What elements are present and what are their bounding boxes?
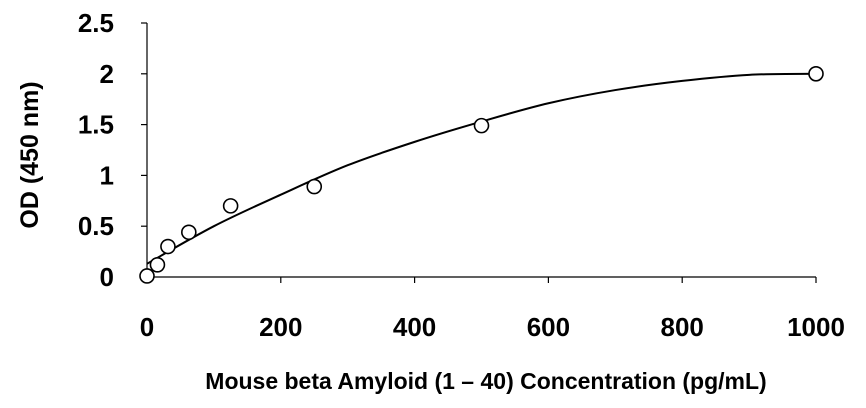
x-tick-label: 200 <box>259 312 302 342</box>
x-tick-label: 400 <box>393 312 436 342</box>
y-tick-label: 1.5 <box>78 110 114 140</box>
y-axis-title: OD (450 nm) <box>16 81 44 228</box>
y-tick-label: 0 <box>100 262 114 292</box>
data-point <box>160 238 176 255</box>
data-point <box>473 117 490 134</box>
fit-curve <box>146 72 817 265</box>
x-tick-label: 0 <box>140 312 154 342</box>
data-points <box>139 66 824 284</box>
x-tick-label: 600 <box>527 312 570 342</box>
y-tick-label: 2.5 <box>78 8 114 38</box>
data-point <box>181 224 197 241</box>
x-axis-title: Mouse beta Amyloid (1 – 40) Concentratio… <box>205 368 766 394</box>
data-point <box>808 66 824 82</box>
data-point <box>306 178 323 195</box>
y-tick-label: 1 <box>100 160 114 190</box>
y-tick-label: 2 <box>100 59 114 89</box>
data-point <box>139 268 155 284</box>
x-axis-ticks: 0 200 400 600 800 1000 <box>140 277 845 342</box>
y-tick-label: 0.5 <box>78 211 114 241</box>
data-point <box>149 257 166 273</box>
axes <box>146 23 816 278</box>
x-tick-label: 800 <box>661 312 704 342</box>
x-tick-label: 1000 <box>787 312 845 342</box>
y-axis-ticks: 0 0.5 1 1.5 2 2.5 <box>78 8 147 292</box>
data-point <box>222 198 239 214</box>
